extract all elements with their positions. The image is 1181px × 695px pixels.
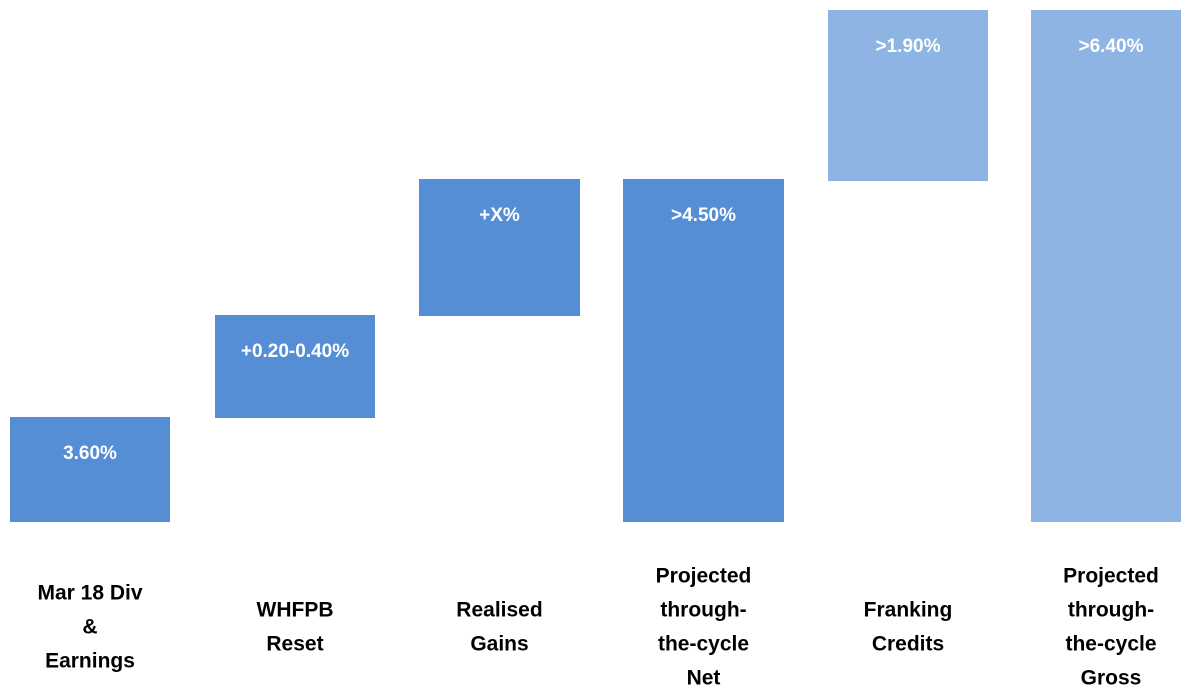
bar-label: >4.50% [671, 205, 736, 226]
category-label: Credits [872, 633, 944, 656]
bar [1031, 10, 1181, 522]
category-label: Gross [1081, 667, 1142, 690]
bar-label: 3.60% [63, 443, 117, 464]
category-label: the-cycle [1065, 633, 1156, 656]
bar [828, 10, 988, 181]
bar [215, 315, 375, 418]
bar [623, 179, 784, 522]
bar [10, 417, 170, 522]
category-label: through- [660, 599, 746, 622]
category-label: Reset [266, 633, 323, 656]
bar-label: +0.20-0.40% [241, 341, 349, 362]
category-label: Mar 18 Div [37, 582, 142, 605]
category-label: through- [1068, 599, 1154, 622]
category-label: WHFPB [257, 599, 334, 622]
bar-label: >1.90% [876, 36, 941, 57]
bar-label: +X% [479, 205, 520, 226]
bar-label: >6.40% [1079, 36, 1144, 57]
category-label: Net [687, 667, 721, 690]
category-label: Projected [1063, 565, 1159, 588]
category-label: the-cycle [658, 633, 749, 656]
category-label: Gains [470, 633, 528, 656]
category-label: Earnings [45, 650, 135, 673]
category-label: & [82, 616, 97, 639]
category-label: Realised [456, 599, 542, 622]
category-label: Projected [656, 565, 752, 588]
bar [419, 179, 580, 316]
category-label: Franking [864, 599, 953, 622]
